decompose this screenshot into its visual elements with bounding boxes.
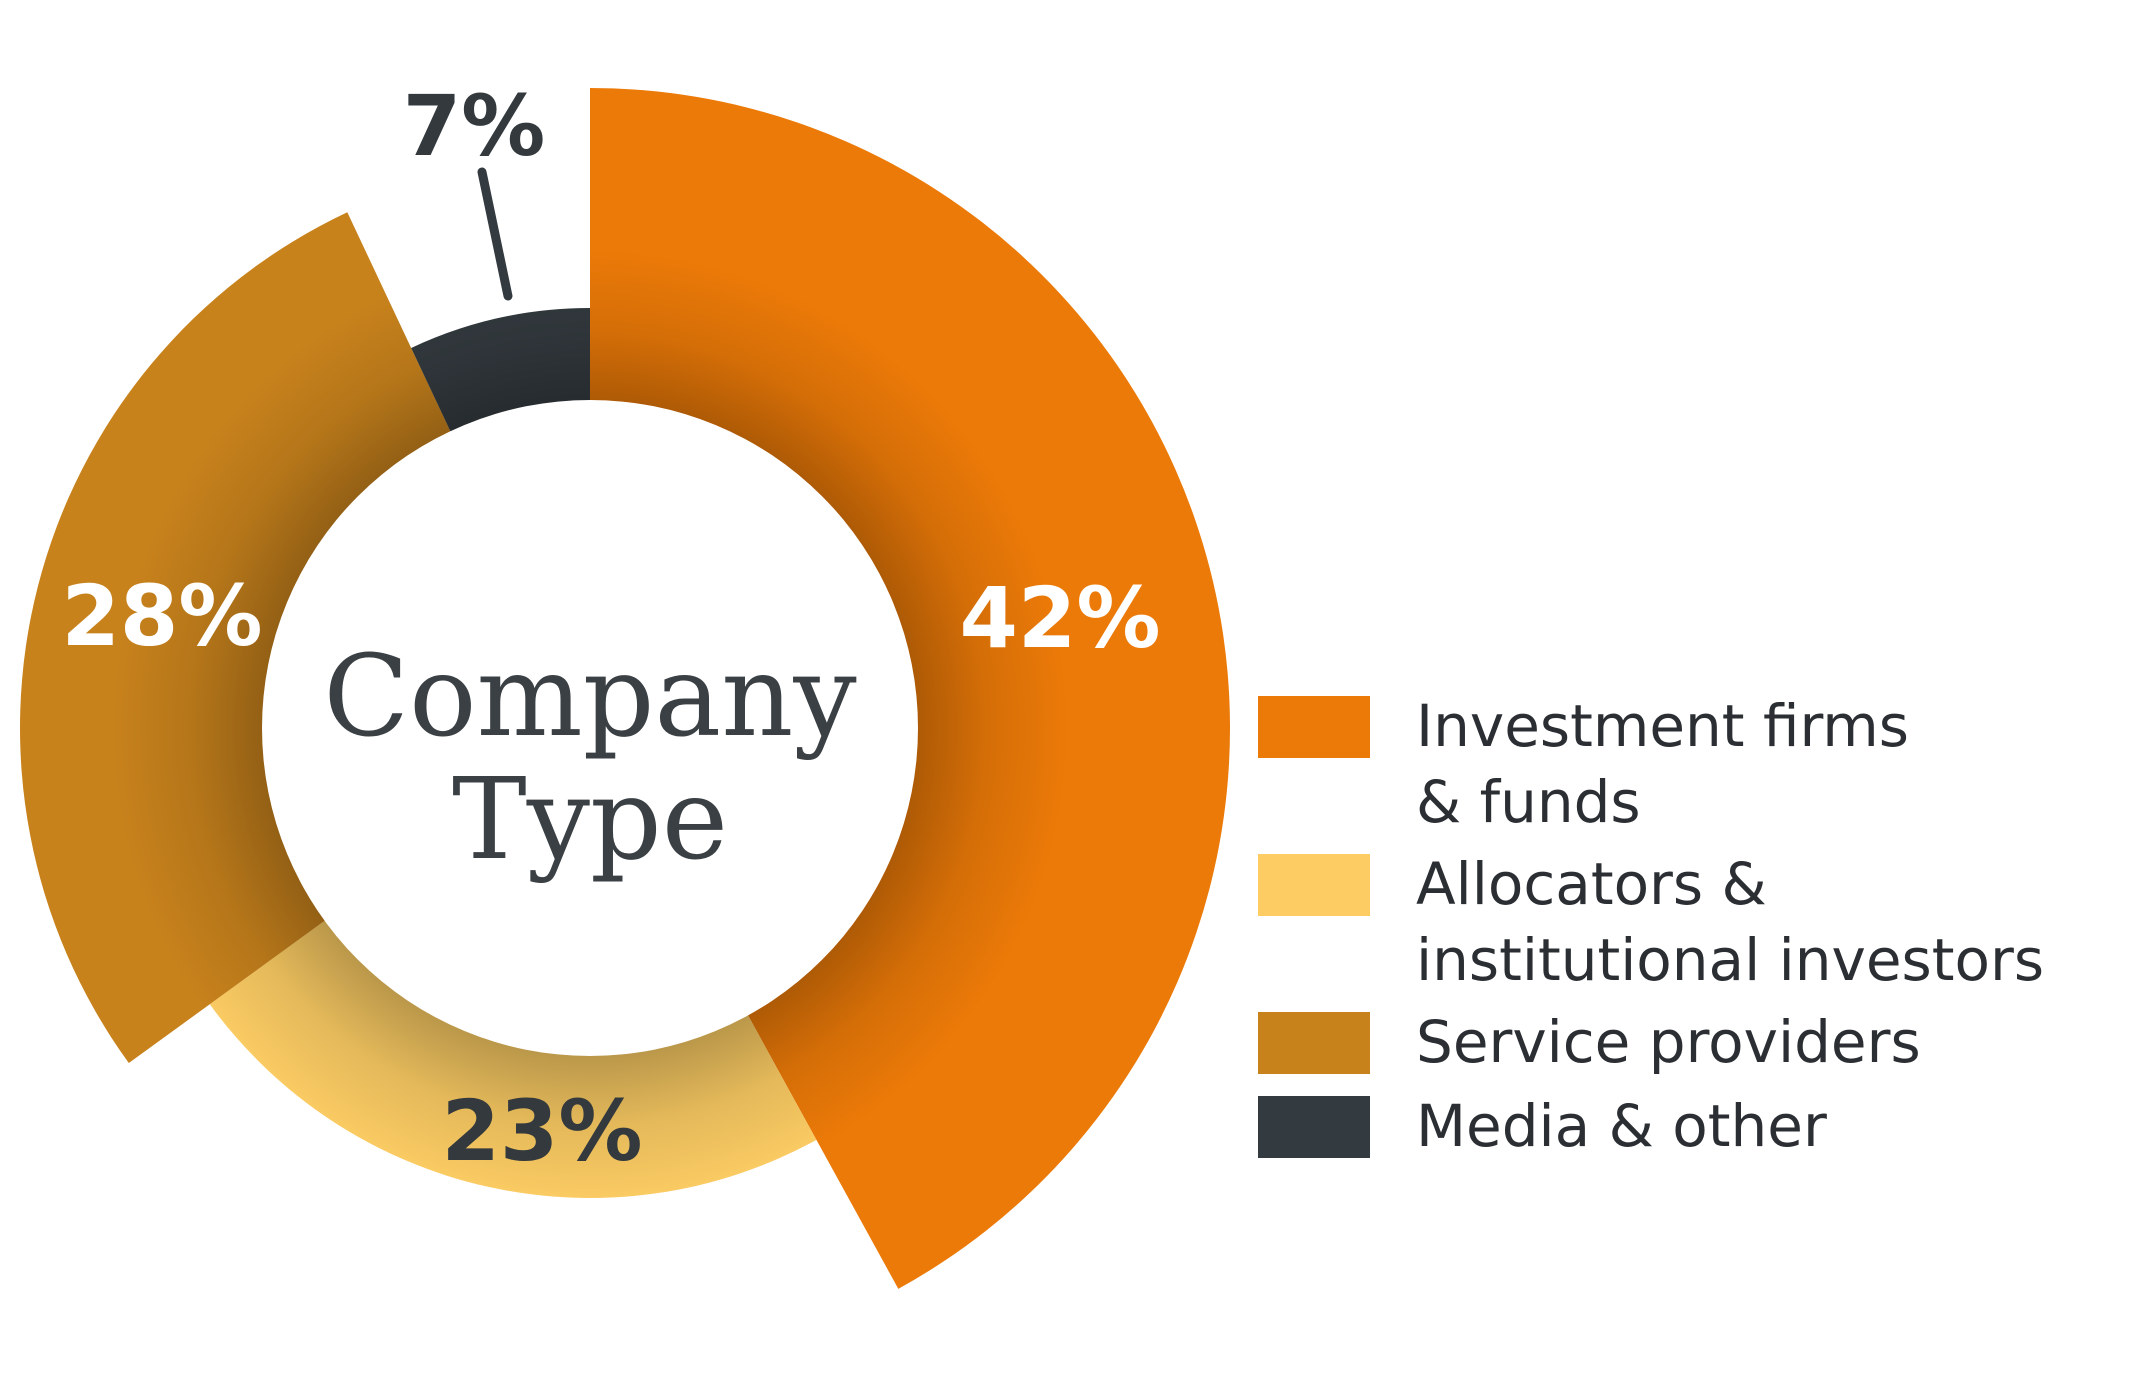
legend-label-line: institutional investors	[1416, 926, 2045, 994]
legend-swatch-service	[1258, 1012, 1370, 1074]
legend-label-line: Investment firms	[1416, 692, 1910, 760]
slice-label-investment: 42%	[959, 569, 1160, 667]
legend-swatch-media	[1258, 1096, 1370, 1158]
center-title-line-2: Type	[452, 755, 728, 885]
legend-label-line: Service providers	[1416, 1008, 1921, 1076]
legend-swatch-allocators	[1258, 854, 1370, 916]
center-title-line-1: Company	[323, 632, 856, 762]
legend-label-line: Media & other	[1416, 1092, 1827, 1160]
slice-shading-investment	[590, 88, 1231, 1289]
legend-item-investment: Investment firms & funds	[1258, 692, 1909, 840]
legend-swatch-investment	[1258, 696, 1370, 758]
legend-item-media: Media & other	[1258, 1092, 1827, 1164]
slice-shading-service	[19, 212, 452, 1064]
legend-label-line: & funds	[1416, 768, 1641, 836]
slice-shading-media	[411, 308, 590, 434]
legend-label-media: Media & other	[1416, 1088, 1827, 1164]
slice-label-media: 7%	[403, 77, 546, 175]
legend-item-allocators: Allocators & institutional investors	[1258, 850, 2044, 998]
slice-shading-allocators	[209, 919, 817, 1198]
legend-label-service: Service providers	[1416, 1004, 1921, 1080]
legend-item-service: Service providers	[1258, 1008, 1921, 1080]
legend-label-allocators: Allocators & institutional investors	[1416, 846, 2044, 998]
donut-hole	[262, 400, 918, 1056]
leader-line-media	[477, 167, 513, 301]
slice-label-service: 28%	[61, 567, 262, 665]
legend-label-line: Allocators &	[1416, 850, 1767, 918]
slice-label-allocators: 23%	[441, 1082, 642, 1180]
legend-label-investment: Investment firms & funds	[1416, 688, 1909, 840]
